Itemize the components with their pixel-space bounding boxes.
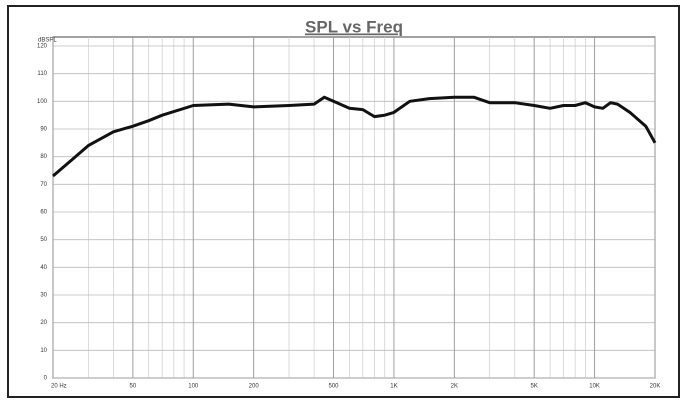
- x-tick-label: 10K: [589, 384, 600, 390]
- x-tick-label: 1K: [390, 384, 397, 390]
- y-tick-label: 40: [40, 265, 47, 271]
- y-axis-label: dBSPL: [38, 38, 57, 44]
- y-tick-label: 0: [44, 376, 48, 382]
- x-tick-label: 20K: [650, 384, 661, 390]
- y-tick-label: 80: [40, 154, 47, 160]
- data-line: [52, 95, 657, 178]
- x-tick-label: 50: [130, 384, 137, 390]
- frame: [7, 5, 680, 398]
- y-tick-label: 20: [40, 320, 47, 326]
- chart-title: SPL vs Freq: [305, 17, 403, 36]
- y-tick-label: 90: [40, 127, 47, 133]
- y-tick-label: 30: [40, 293, 47, 299]
- y-tick-label: 70: [40, 182, 47, 188]
- y-tick-label: 60: [40, 210, 47, 216]
- y-tick-label: 50: [40, 237, 47, 243]
- x-tick-label: 500: [329, 384, 340, 390]
- x-tick-label: 100: [188, 384, 199, 390]
- x-tick-label: 200: [249, 384, 260, 390]
- x-tick-label: 20 Hz: [51, 384, 67, 390]
- y-tick-label: 100: [37, 99, 48, 105]
- x-tick-label: 5K: [531, 384, 538, 390]
- y-tick-label: 10: [40, 348, 47, 354]
- y-tick-label: 120: [37, 44, 48, 50]
- y-tick-label: 110: [37, 71, 47, 77]
- x-tick-label: 2K: [451, 384, 458, 390]
